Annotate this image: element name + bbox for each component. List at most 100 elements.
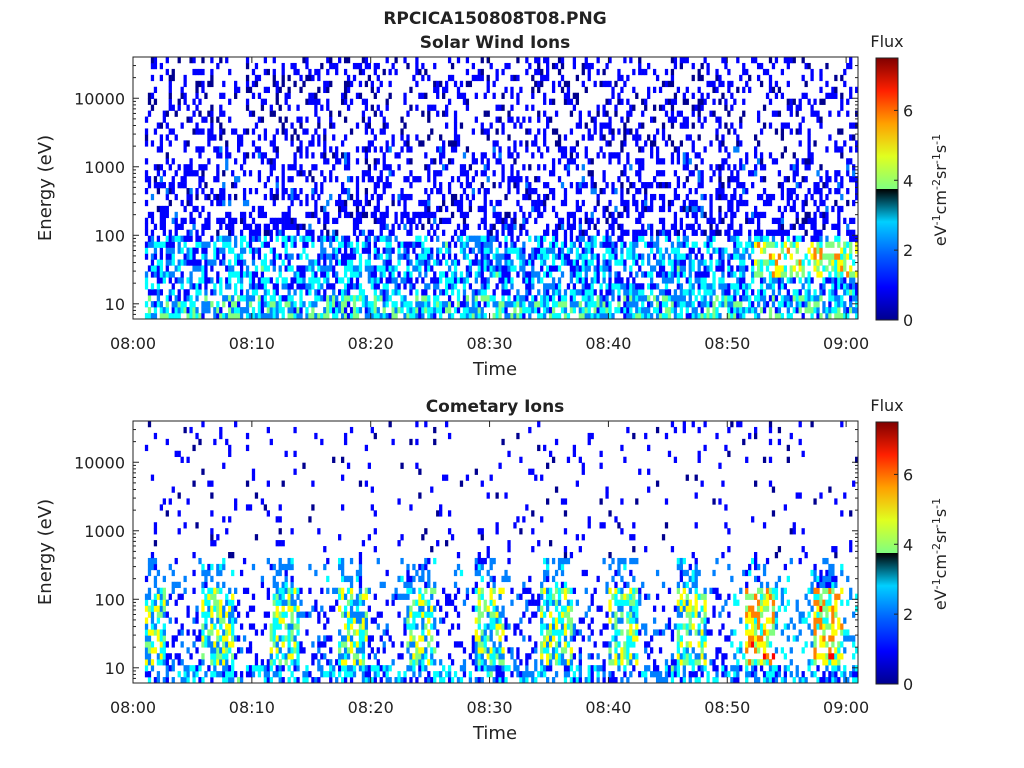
heatmap-cell xyxy=(281,74,285,82)
heatmap-cell xyxy=(697,223,701,230)
heatmap-cell xyxy=(721,158,725,165)
heatmap-cell xyxy=(320,313,324,320)
heatmap-cell xyxy=(373,241,377,248)
heatmap-cell xyxy=(302,241,306,248)
heatmap-cell xyxy=(834,313,838,320)
heatmap-cell xyxy=(373,235,377,242)
heatmap-cell xyxy=(483,313,487,320)
heatmap-cell xyxy=(682,152,686,159)
heatmap-cell xyxy=(165,158,169,165)
heatmap-cell xyxy=(855,140,859,147)
heatmap-cell xyxy=(355,265,360,272)
heatmap-cell xyxy=(373,146,377,153)
heatmap-cell xyxy=(228,605,232,612)
heatmap-cell xyxy=(468,199,473,207)
heatmap-cell xyxy=(718,182,722,189)
heatmap-cell xyxy=(373,307,377,314)
heatmap-cell xyxy=(168,653,172,660)
heatmap-cell xyxy=(804,80,808,88)
heatmap-cell xyxy=(477,289,481,296)
heatmap-cell xyxy=(225,671,229,678)
heatmap-cell xyxy=(195,68,199,76)
heatmap-cell xyxy=(762,164,767,171)
heatmap-cell xyxy=(385,182,389,189)
heatmap-cell xyxy=(427,283,431,290)
heatmap-cell xyxy=(718,259,722,266)
heatmap-cell xyxy=(442,199,446,207)
heatmap-cell xyxy=(798,104,802,111)
heatmap-cell xyxy=(424,271,428,278)
heatmap-cell xyxy=(733,271,737,278)
heatmap-cell xyxy=(501,223,505,230)
heatmap-cell xyxy=(231,641,235,648)
heatmap-cell xyxy=(504,307,508,314)
heatmap-cell xyxy=(323,146,327,153)
heatmap-cell xyxy=(706,283,710,290)
heatmap-cell xyxy=(807,283,811,290)
heatmap-cell xyxy=(584,277,588,284)
heatmap-cell xyxy=(647,301,651,308)
heatmap-cell xyxy=(314,98,318,105)
heatmap-cell xyxy=(575,140,579,147)
heatmap-cell xyxy=(231,301,235,308)
heatmap-cell xyxy=(605,247,609,254)
heatmap-cell xyxy=(849,235,853,242)
heatmap-cell xyxy=(427,205,431,213)
heatmap-cell xyxy=(459,205,464,213)
heatmap-cell xyxy=(290,122,294,129)
heatmap-cell xyxy=(623,199,627,207)
heatmap-cell xyxy=(834,283,838,290)
heatmap-cell xyxy=(762,259,767,266)
heatmap-cell xyxy=(222,188,226,195)
heatmap-cell xyxy=(150,313,155,320)
heatmap-cell xyxy=(403,301,407,308)
heatmap-cell xyxy=(144,176,149,183)
heatmap-cell xyxy=(703,289,707,296)
heatmap-cell xyxy=(433,176,437,183)
heatmap-cell xyxy=(771,277,776,284)
heatmap-cell xyxy=(694,307,698,314)
heatmap-cell xyxy=(849,62,853,70)
heatmap-cell xyxy=(721,140,725,147)
heatmap-cell xyxy=(186,498,190,505)
heatmap-cell xyxy=(480,241,484,248)
heatmap-cell xyxy=(439,259,443,266)
heatmap-cell xyxy=(531,205,535,213)
heatmap-cell xyxy=(623,80,627,88)
heatmap-cell xyxy=(228,68,232,76)
heatmap-cell xyxy=(754,211,758,219)
heatmap-cell xyxy=(343,116,348,123)
heatmap-cell xyxy=(834,199,838,207)
heatmap-cell xyxy=(522,193,526,201)
heatmap-cell xyxy=(168,80,172,88)
heatmap-cell xyxy=(436,146,440,153)
heatmap-cell xyxy=(611,223,615,230)
heatmap-cell xyxy=(644,104,648,111)
heatmap-cell xyxy=(691,62,695,70)
heatmap-cell xyxy=(801,176,805,183)
heatmap-cell xyxy=(245,104,250,111)
heatmap-cell xyxy=(266,307,270,314)
heatmap-cell xyxy=(242,211,247,219)
heatmap-cell xyxy=(658,182,663,189)
heatmap-cell xyxy=(813,182,817,189)
heatmap-cell xyxy=(213,283,217,290)
heatmap-cell xyxy=(608,277,612,284)
heatmap-cell xyxy=(204,116,208,123)
heatmap-cell xyxy=(183,241,187,248)
colorbar-tick-label: 2 xyxy=(903,241,913,260)
heatmap-cell xyxy=(427,301,431,308)
heatmap-cell xyxy=(810,277,814,284)
heatmap-cell xyxy=(207,569,211,577)
heatmap-cell xyxy=(510,104,514,111)
heatmap-cell xyxy=(406,193,410,201)
heatmap-cell xyxy=(352,217,357,225)
heatmap-cell xyxy=(231,677,235,684)
heatmap-cell xyxy=(174,557,178,565)
heatmap-cell xyxy=(703,301,707,308)
heatmap-cell xyxy=(177,510,181,517)
heatmap-cell xyxy=(593,301,597,308)
heatmap-cell xyxy=(783,57,787,64)
heatmap-cell xyxy=(792,164,796,171)
heatmap-cell xyxy=(700,229,704,236)
